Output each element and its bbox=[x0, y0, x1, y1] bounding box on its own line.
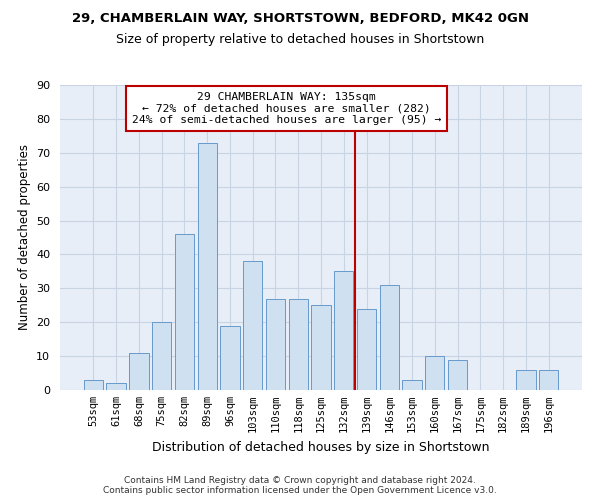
Bar bbox=[539, 370, 558, 390]
Bar bbox=[243, 261, 262, 390]
Text: Contains HM Land Registry data © Crown copyright and database right 2024.
Contai: Contains HM Land Registry data © Crown c… bbox=[103, 476, 497, 495]
Bar bbox=[220, 326, 239, 390]
Text: 29, CHAMBERLAIN WAY, SHORTSTOWN, BEDFORD, MK42 0GN: 29, CHAMBERLAIN WAY, SHORTSTOWN, BEDFORD… bbox=[71, 12, 529, 26]
Bar bbox=[106, 383, 126, 390]
Bar bbox=[289, 298, 308, 390]
Bar bbox=[152, 322, 172, 390]
Bar bbox=[266, 298, 285, 390]
Y-axis label: Number of detached properties: Number of detached properties bbox=[17, 144, 31, 330]
Bar bbox=[129, 352, 149, 390]
Bar bbox=[516, 370, 536, 390]
X-axis label: Distribution of detached houses by size in Shortstown: Distribution of detached houses by size … bbox=[152, 440, 490, 454]
Bar bbox=[334, 272, 353, 390]
Bar bbox=[380, 285, 399, 390]
Bar bbox=[311, 306, 331, 390]
Bar bbox=[357, 308, 376, 390]
Bar bbox=[84, 380, 103, 390]
Bar bbox=[425, 356, 445, 390]
Bar bbox=[448, 360, 467, 390]
Bar bbox=[175, 234, 194, 390]
Bar bbox=[403, 380, 422, 390]
Text: 29 CHAMBERLAIN WAY: 135sqm
← 72% of detached houses are smaller (282)
24% of sem: 29 CHAMBERLAIN WAY: 135sqm ← 72% of deta… bbox=[132, 92, 442, 125]
Text: Size of property relative to detached houses in Shortstown: Size of property relative to detached ho… bbox=[116, 32, 484, 46]
Bar bbox=[197, 142, 217, 390]
